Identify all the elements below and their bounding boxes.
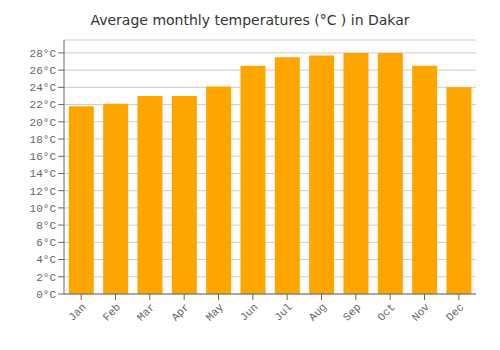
svg-text:18°C: 18°C (30, 134, 57, 146)
html-text:Average monthly temperatures (: Average monthly temperatures (°C ) in Da… (90, 12, 410, 28)
svg-text:Dec: Dec (444, 301, 466, 323)
svg-text:6°C: 6°C (36, 237, 56, 249)
svg-text:May: May (204, 301, 227, 324)
svg-text:Jun: Jun (238, 301, 260, 323)
svg-text:12°C: 12°C (30, 186, 57, 198)
svg-text:10°C: 10°C (30, 203, 57, 215)
svg-text:4°C: 4°C (36, 254, 56, 266)
svg-text:Jul: Jul (272, 301, 294, 323)
svg-text:Feb: Feb (101, 301, 123, 323)
svg-text:Apr: Apr (169, 301, 191, 323)
svg-text:14°C: 14°C (30, 168, 57, 180)
svg-text:22°C: 22°C (30, 99, 57, 111)
svg-text:Jan: Jan (66, 301, 88, 323)
svg-text:Nov: Nov (410, 301, 433, 324)
svg-text:Oct: Oct (375, 301, 397, 323)
svg-text:24°C: 24°C (30, 82, 57, 94)
svg-text:2°C: 2°C (36, 272, 56, 284)
svg-text:28°C: 28°C (30, 48, 57, 60)
svg-text:16°C: 16°C (30, 151, 57, 163)
svg-text:0°C: 0°C (36, 289, 56, 301)
svg-text:8°C: 8°C (36, 220, 56, 232)
svg-text:26°C: 26°C (30, 65, 57, 77)
svg-text:Mar: Mar (135, 301, 157, 323)
svg-text:Sep: Sep (341, 301, 363, 323)
svg-text:20°C: 20°C (30, 117, 57, 129)
svg-text:Aug: Aug (307, 301, 329, 323)
